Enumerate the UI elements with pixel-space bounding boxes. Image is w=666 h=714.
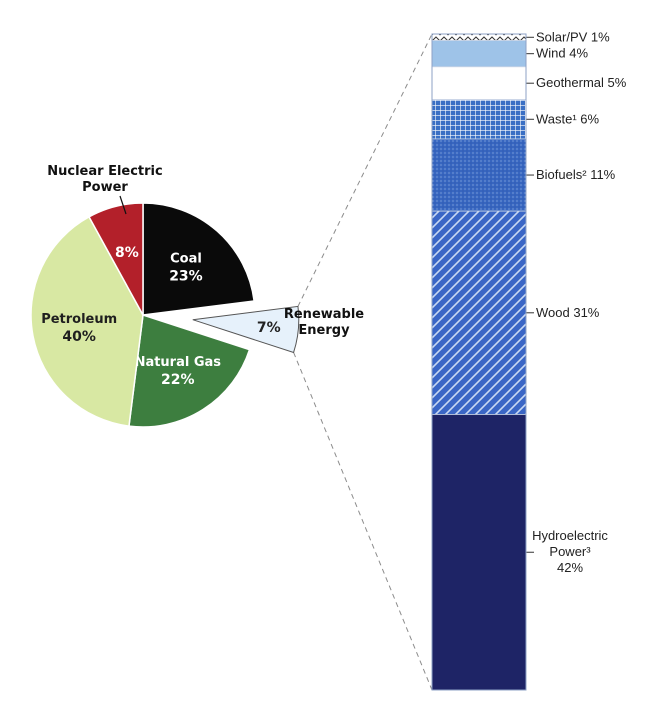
connector-bottom <box>293 352 433 691</box>
pie-category-label-coal: Coal <box>170 251 202 266</box>
pie-value-label-natural-gas: 22% <box>161 372 195 388</box>
nuclear-label-line1: Nuclear Electric <box>47 164 162 179</box>
bar-label-biofuels: Biofuels² 11% <box>536 167 616 182</box>
pie-value-label-petroleum: 40% <box>62 329 96 345</box>
bar-segment-biofuels <box>431 138 527 212</box>
pie-category-label-petroleum: Petroleum <box>41 312 117 327</box>
bar-label-wind: Wind 4% <box>536 46 588 61</box>
bar-segment-geothermal <box>431 66 527 101</box>
pie-value-label-nuclear-electric-power: 8% <box>115 245 139 261</box>
bar-label-wood: Wood 31% <box>536 305 600 320</box>
pie-slice-nuclear-electric-power <box>88 202 144 316</box>
nuclear-label-line2: Power <box>82 180 128 195</box>
pie-slice-coal <box>142 202 255 316</box>
pie-slice-renewable-energy <box>192 305 300 354</box>
pie-slice-natural-gas <box>128 314 251 428</box>
renewable-label-line2: Energy <box>298 323 350 338</box>
stacked-bar: Solar/PV 1% Wind 4% Geothermal 5% Waste¹ 6%… <box>431 29 627 691</box>
bar-label-geothermal: Geothermal 5% <box>536 75 627 90</box>
pie-value-label-coal: 23% <box>169 268 203 284</box>
bar-segment-wood <box>431 210 527 415</box>
bar-label-hydroelectric-power-line2: Power³ <box>549 544 591 559</box>
bar-segment-waste <box>431 99 527 140</box>
renewable-label-line1: Renewable <box>284 307 364 322</box>
pie-category-label-natural-gas: Natural Gas <box>135 355 222 370</box>
pie-value-label-renewable-energy: 7% <box>257 320 281 336</box>
bar-segment-wind <box>431 40 527 68</box>
bar-label-hydroelectric-power-line3: 42% <box>557 560 583 575</box>
nuclear-leader-line <box>119 195 127 215</box>
bar-outline <box>431 33 527 691</box>
pie-slice-petroleum <box>30 215 144 427</box>
pie-chart: Coal 23% 7% Natural Gas 22% Petroleum 40% 8% <box>30 202 300 428</box>
bar-segment-hydroelectric-power <box>431 414 527 691</box>
bar-segment-solar-pv <box>431 33 527 41</box>
connector-top <box>297 33 433 307</box>
bar-label-hydroelectric-power-line1: Hydroelectric <box>532 528 608 543</box>
bar-label-waste: Waste¹ 6% <box>536 111 600 126</box>
zoom-connector-lines <box>293 33 433 691</box>
bar-label-solar-pv: Solar/PV 1% <box>536 29 610 44</box>
